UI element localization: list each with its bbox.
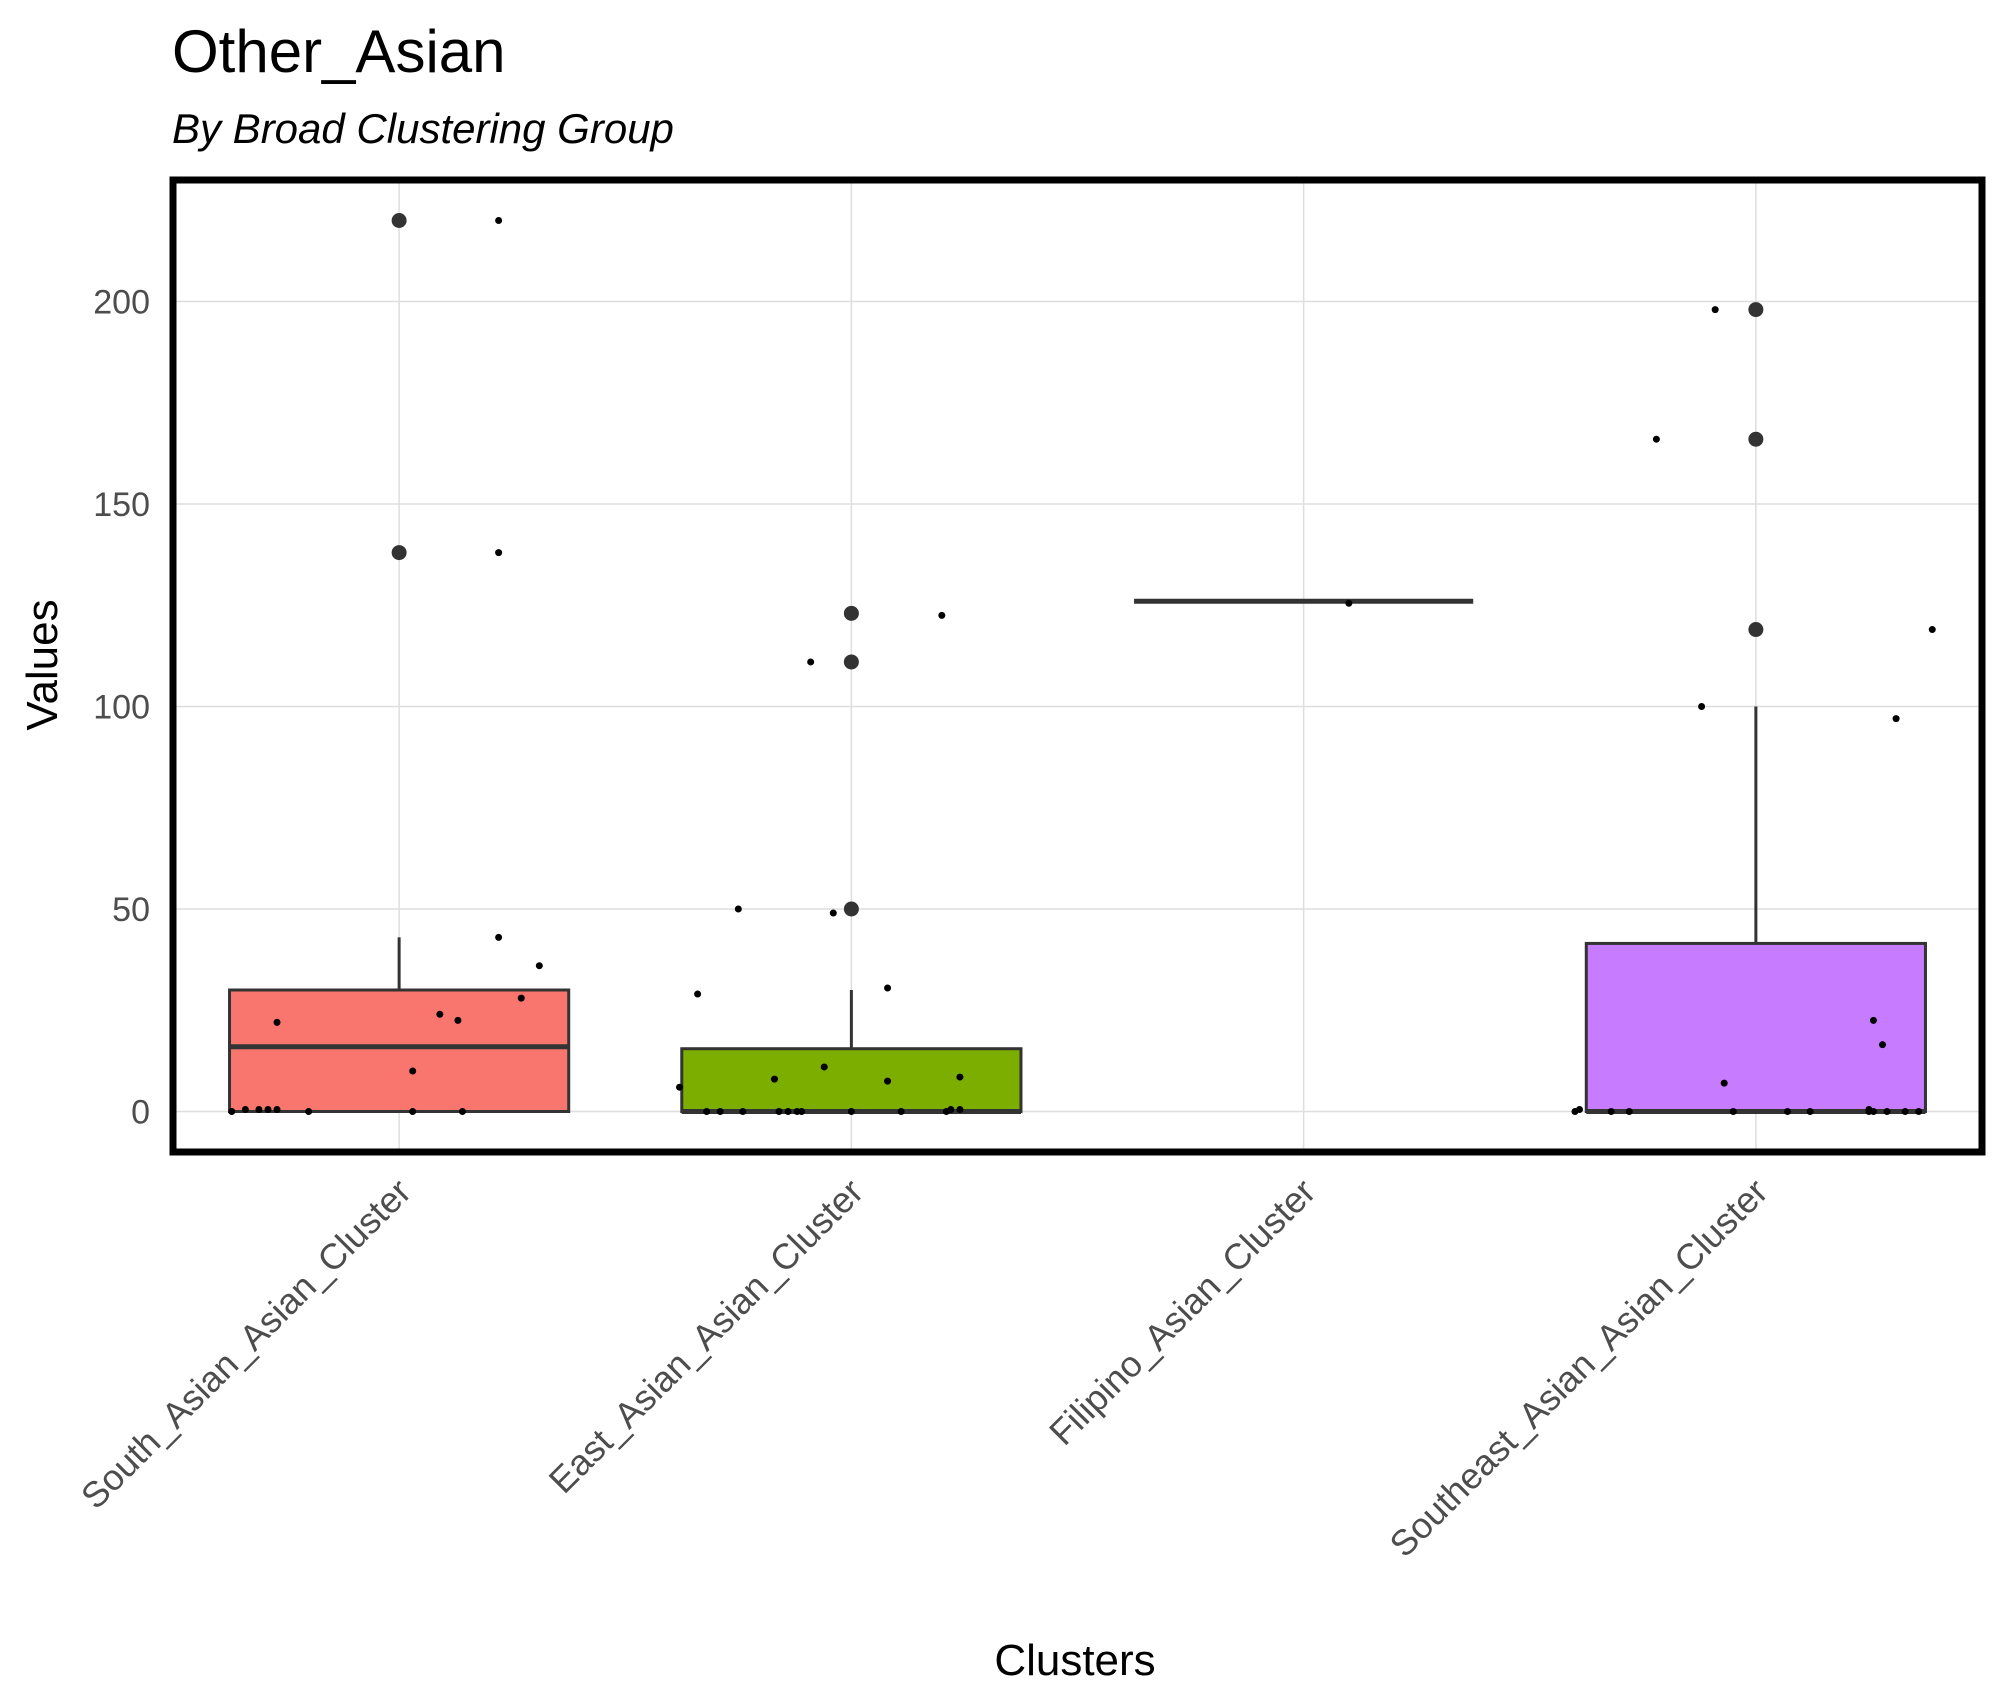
jitter-point-1-2 (703, 1108, 711, 1115)
jitter-point-1-17 (897, 1108, 905, 1115)
jitter-point-1-5 (734, 905, 742, 913)
outlier-1-1 (843, 654, 859, 670)
jitter-point-0-15 (517, 994, 525, 1002)
jitter-point-3-7 (1720, 1079, 1728, 1087)
jitter-point-1-1 (694, 990, 702, 998)
jitter-points (228, 217, 1936, 1115)
jitter-point-1-16 (884, 1077, 892, 1085)
y-tick-label-4: 200 (93, 284, 150, 322)
x-axis-ticks: South_Asian_Asian_Cluster East_Asian_Asia… (73, 1171, 1776, 1565)
jitter-point-1-7 (775, 1108, 783, 1115)
jitter-point-2-0 (1345, 599, 1353, 607)
jitter-point-0-14 (495, 933, 503, 941)
jitter-point-0-8 (409, 1067, 417, 1075)
jitter-point-3-8 (1729, 1108, 1737, 1115)
outlier-3-1 (1748, 431, 1764, 447)
grid (173, 180, 1982, 1152)
jitter-point-1-14 (847, 1108, 855, 1115)
jitter-point-1-0 (676, 1083, 684, 1091)
chart-title: Other_Asian (172, 18, 506, 85)
jitter-point-3-9 (1784, 1108, 1792, 1115)
jitter-point-3-13 (1869, 1108, 1877, 1115)
y-axis-title: Values (18, 599, 67, 730)
jitter-point-1-11 (807, 658, 815, 666)
jitter-point-0-11 (458, 1108, 466, 1115)
jitter-point-1-4 (739, 1108, 747, 1115)
jitter-point-3-17 (1892, 715, 1900, 723)
jitter-point-3-2 (1607, 1108, 1615, 1115)
jitter-point-0-12 (495, 217, 503, 224)
jitter-point-0-2 (255, 1105, 263, 1113)
outlier-1-2 (843, 605, 859, 621)
y-axis-ticks: 0 50 100 150 200 (93, 284, 150, 1132)
x-tick-label-3: Southeast_Asian_Asian_Cluster (1381, 1171, 1775, 1565)
y-tick-label-0: 0 (131, 1094, 150, 1132)
outlier-3-0 (1748, 622, 1764, 638)
jitter-point-3-20 (1928, 626, 1936, 634)
jitter-point-0-4 (273, 1105, 281, 1113)
x-tick-label-2: Filipino_Asian_Cluster (1041, 1171, 1323, 1453)
jitter-point-1-12 (820, 1063, 828, 1071)
jitter-point-3-10 (1806, 1108, 1814, 1115)
jitter-point-3-19 (1915, 1108, 1923, 1115)
jitter-point-0-6 (305, 1108, 313, 1115)
jitter-point-1-10 (798, 1108, 806, 1115)
x-axis-title: Clusters (994, 1636, 1155, 1685)
jitter-point-1-15 (884, 984, 892, 992)
y-tick-label-3: 150 (93, 486, 150, 524)
jitter-point-1-3 (716, 1108, 724, 1115)
jitter-point-3-1 (1575, 1105, 1583, 1113)
jitter-point-3-5 (1698, 703, 1706, 710)
x-tick-label-0: South_Asian_Asian_Cluster (73, 1171, 419, 1517)
jitter-point-1-13 (829, 909, 837, 917)
jitter-point-1-22 (956, 1073, 964, 1081)
boxplot-3 (1584, 302, 1927, 1114)
jitter-point-0-5 (273, 1018, 281, 1026)
jitter-point-3-18 (1901, 1108, 1909, 1115)
jitter-point-3-3 (1625, 1108, 1633, 1115)
jitter-point-3-16 (1883, 1108, 1891, 1115)
x-tick-label-1: East_Asian_Asian_Cluster (541, 1171, 871, 1501)
jitter-point-3-14 (1869, 1016, 1877, 1024)
jitter-point-1-21 (956, 1105, 964, 1113)
jitter-point-0-9 (436, 1010, 444, 1018)
jitter-point-3-15 (1879, 1041, 1887, 1049)
jitter-point-1-20 (947, 1105, 955, 1113)
outlier-1-0 (843, 901, 859, 917)
y-tick-label-1: 50 (112, 891, 150, 929)
y-tick-label-2: 100 (93, 689, 150, 727)
jitter-point-0-10 (454, 1016, 462, 1024)
panel-border (169, 176, 1986, 1156)
outlier-3-2 (1748, 302, 1764, 318)
outlier-0-0 (391, 545, 407, 561)
boxplots (228, 213, 1927, 1114)
jitter-point-1-6 (770, 1075, 778, 1083)
jitter-point-0-16 (535, 962, 543, 970)
jitter-point-0-1 (241, 1105, 249, 1113)
chart-subtitle: By Broad Clustering Group (172, 105, 674, 152)
jitter-point-0-0 (228, 1108, 236, 1115)
box-1 (680, 1047, 1023, 1113)
box-0 (228, 988, 571, 1113)
outlier-0-1 (391, 213, 407, 228)
jitter-point-1-18 (938, 611, 946, 619)
jitter-point-0-7 (409, 1108, 417, 1115)
jitter-point-1-8 (784, 1108, 792, 1115)
box-3 (1584, 941, 1927, 1113)
jitter-point-0-3 (264, 1105, 272, 1113)
jitter-point-3-4 (1652, 435, 1660, 443)
jitter-point-0-13 (495, 549, 503, 557)
boxplot-0 (228, 213, 571, 1113)
jitter-point-3-6 (1711, 306, 1719, 314)
